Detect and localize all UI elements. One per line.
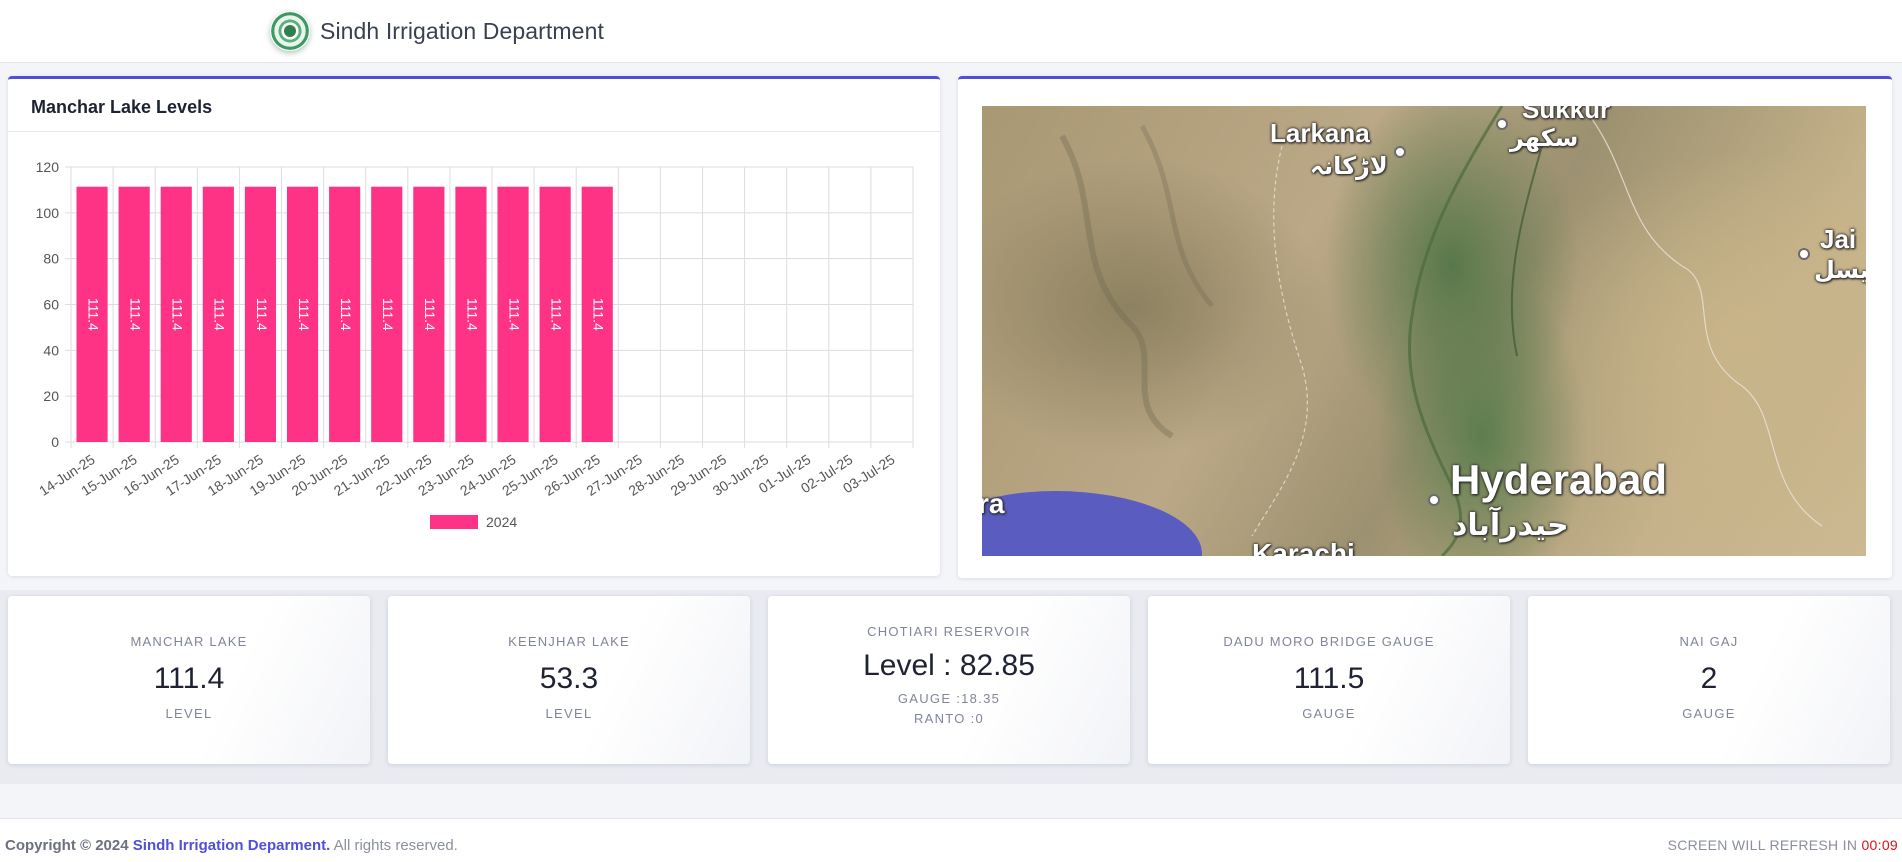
copyright-prefix: Copyright © 2024 xyxy=(5,837,129,854)
y-tick-label: 20 xyxy=(43,388,59,404)
map-marker-larkana[interactable] xyxy=(1394,146,1406,158)
y-tick-label: 0 xyxy=(51,434,59,450)
site-title: Sindh Irrigation Department xyxy=(320,17,604,44)
map-label-jai: Jai xyxy=(1820,224,1857,254)
footer: Copyright © 2024 Sindh Irrigation Deparm… xyxy=(0,818,1902,862)
y-tick-label: 40 xyxy=(43,342,59,358)
y-tick-label: 120 xyxy=(36,159,60,175)
tile-value: 53.3 xyxy=(539,662,599,695)
chart-card-title: Manchar Lake Levels xyxy=(8,79,940,132)
map-label-sukkur-local: سکھر xyxy=(1510,125,1579,152)
bar xyxy=(286,186,319,442)
stat-tile-keenjhar-lake[interactable]: KEENJHAR LAKE 53.3 LEVEL xyxy=(388,596,750,764)
bar xyxy=(202,186,234,442)
bar-value-label: 111.4 xyxy=(85,298,101,331)
bar xyxy=(329,186,361,442)
brand[interactable]: Sindh Irrigation Department xyxy=(270,7,604,55)
map-label-larkana: Larkana xyxy=(1270,118,1370,148)
rights-text: All rights reserved. xyxy=(333,837,458,854)
tile-value: 2 xyxy=(1700,662,1718,695)
satellite-map[interactable]: Larkana لاڑکانہ Sukkur سکھر Jai جیسل Hyd… xyxy=(982,106,1866,556)
map-label-partial-west: ra xyxy=(982,488,1005,519)
tile-sub-2: RANTO :0 xyxy=(913,711,985,726)
tile-value: 111.5 xyxy=(1293,662,1365,695)
tile-label: DADU MORO BRIDGE GAUGE xyxy=(1223,634,1435,649)
bar xyxy=(76,186,108,442)
bar-value-label: 111.4 xyxy=(170,298,186,331)
bar-value-label: 111.4 xyxy=(548,298,564,331)
bar xyxy=(244,186,277,442)
tile-value: 111.4 xyxy=(153,662,225,695)
bar xyxy=(160,186,192,442)
stat-tile-manchar-lake[interactable]: MANCHAR LAKE 111.4 LEVEL xyxy=(8,596,370,764)
tile-label: CHOTIARI RESERVOIR xyxy=(867,624,1031,639)
manchar-chart-card: Manchar Lake Levels 0 20 40 60 80 100 120 111.4… xyxy=(8,76,940,576)
bar-value-label: 111.4 xyxy=(380,298,396,331)
map-label-hyderabad-local: حیدرآباد xyxy=(1452,509,1569,542)
bar xyxy=(118,186,150,442)
map-label-karachi: Karachi xyxy=(1252,538,1355,556)
tile-sub: GAUGE xyxy=(1682,706,1736,721)
bar xyxy=(371,186,403,442)
tile-sub: LEVEL xyxy=(545,706,593,721)
bar xyxy=(539,186,571,442)
map-label-jai-local: جیسل xyxy=(1814,257,1866,284)
legend-label: 2024 xyxy=(486,514,517,530)
tile-label: KEENJHAR LAKE xyxy=(508,634,630,649)
bar-value-label: 111.4 xyxy=(212,298,228,331)
tile-value: Level : 82.85 xyxy=(863,649,1035,682)
refresh-label: SCREEN WILL REFRESH IN xyxy=(1667,837,1858,853)
government-seal-icon xyxy=(270,11,310,51)
y-tick-label: 60 xyxy=(43,297,59,313)
tile-label: NAI GAJ xyxy=(1679,634,1739,649)
manchar-levels-chart: 020406080100120111.414-Jun-25111.415-Jun… xyxy=(36,159,914,530)
stat-tile-dadu-moro-bridge[interactable]: DADU MORO BRIDGE GAUGE 111.5 GAUGE xyxy=(1148,596,1510,764)
map-marker-hyderabad[interactable] xyxy=(1428,494,1440,506)
stat-tile-chotiari-reservoir[interactable]: CHOTIARI RESERVOIR Level : 82.85 GAUGE :… xyxy=(768,596,1130,764)
bar-value-label: 111.4 xyxy=(296,298,312,331)
bar-value-label: 111.4 xyxy=(254,298,270,331)
bar xyxy=(581,186,613,442)
bar-value-label: 111.4 xyxy=(338,298,354,331)
tile-sub: LEVEL xyxy=(165,706,213,721)
legend-swatch xyxy=(430,515,478,529)
stat-tile-nai-gaj[interactable]: NAI GAJ 2 GAUGE xyxy=(1528,596,1890,764)
map-marker-sukkur[interactable] xyxy=(1496,118,1508,130)
map-label-hyderabad: Hyderabad xyxy=(1450,456,1668,503)
bar-value-label: 111.4 xyxy=(422,298,438,331)
tile-sub: GAUGE xyxy=(1302,706,1356,721)
org-link[interactable]: Sindh Irrigation Deparment. xyxy=(132,837,331,854)
map-card: Larkana لاڑکانہ Sukkur سکھر Jai جیسل Hyd… xyxy=(958,76,1892,578)
top-navbar: Sindh Irrigation Department xyxy=(0,0,1902,63)
map-label-sukkur: Sukkur xyxy=(1522,106,1611,124)
map-terrain xyxy=(1059,106,1823,556)
refresh-notice: SCREEN WILL REFRESH IN 00:09 xyxy=(1668,837,1898,853)
refresh-timer: 00:09 xyxy=(1861,837,1898,853)
bar-value-label: 111.4 xyxy=(591,298,607,331)
bar-value-label: 111.4 xyxy=(506,298,522,331)
tile-label: MANCHAR LAKE xyxy=(130,634,248,649)
copyright-text: Copyright © 2024 Sindh Irrigation Deparm… xyxy=(5,837,458,854)
y-tick-label: 100 xyxy=(36,205,60,221)
bar xyxy=(413,186,445,442)
y-tick-label: 80 xyxy=(43,251,59,267)
map-label-larkana-local: لاڑکانہ xyxy=(1310,153,1388,180)
bar xyxy=(455,186,487,442)
bar-value-label: 111.4 xyxy=(127,298,143,331)
tile-sub: GAUGE :18.35 xyxy=(897,691,1001,706)
map-marker-jai[interactable] xyxy=(1798,248,1810,260)
bar-value-label: 111.4 xyxy=(464,298,480,331)
bar xyxy=(497,186,529,442)
